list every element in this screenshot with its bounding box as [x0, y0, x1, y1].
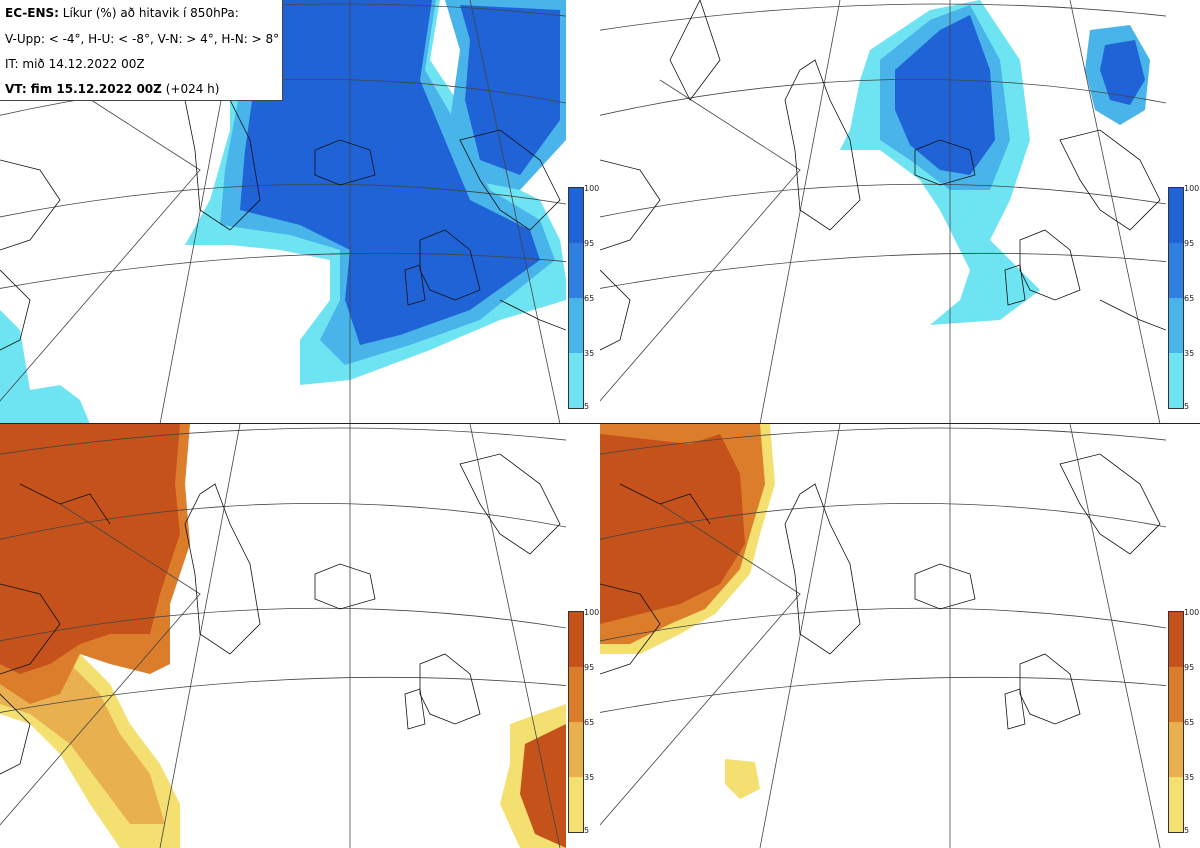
tick-label: 95 [584, 663, 595, 672]
map-panel-lower-right [600, 424, 1166, 848]
model-label: EC-ENS: [5, 6, 59, 20]
tick-label: 35 [584, 773, 595, 782]
tick-label: 65 [584, 294, 595, 303]
tick-label: 65 [1184, 294, 1195, 303]
panel-divider [0, 423, 1200, 424]
colorbar [1168, 611, 1184, 833]
prob-field-sw [0, 310, 90, 424]
colorbar-lower-left: 100 95 65 35 5 [568, 608, 604, 835]
colorbar [568, 611, 584, 833]
coastlines [600, 0, 1166, 351]
colorbar [568, 187, 584, 409]
title-label: Líkur (%) að hitavik í 850hPa: [62, 6, 239, 20]
colorbar [1168, 187, 1184, 409]
prob-field-high [895, 15, 995, 175]
tick-label: 5 [584, 402, 590, 411]
tick-label: 5 [1184, 402, 1190, 411]
tick-label: 5 [584, 826, 590, 835]
tick-label: 35 [584, 349, 595, 358]
map-lower-right [600, 424, 1166, 848]
initial-time-label: IT: mið 14.12.2022 00Z [5, 57, 145, 71]
lead-time-label: (+024 h) [165, 82, 220, 96]
prob-field-ne-high [1100, 40, 1145, 105]
tick-label: 35 [1184, 349, 1195, 358]
graticule [0, 424, 566, 848]
coastlines [0, 59, 566, 351]
tick-label: 95 [1184, 663, 1195, 672]
colorbar-lower-right: 100 95 65 35 5 [1168, 608, 1200, 835]
tick-label: 65 [1184, 718, 1195, 727]
prob-field-se-high [520, 724, 566, 848]
map-panel-upper-right [600, 0, 1166, 424]
tick-label: 35 [1184, 773, 1195, 782]
colorbar-upper-right: 100 95 65 35 5 [1168, 184, 1200, 411]
tick-label: 5 [1184, 826, 1190, 835]
prob-field-high [600, 434, 745, 624]
graticule [600, 424, 1166, 848]
prob-field-high [0, 424, 180, 674]
map-upper-right [600, 0, 1166, 424]
tick-label: 100 [1184, 608, 1200, 617]
tick-label: 65 [584, 718, 595, 727]
tick-label: 100 [584, 184, 600, 193]
tick-label: 95 [1184, 239, 1195, 248]
coastlines [0, 453, 561, 775]
valid-time-label: VT: fim 15.12.2022 00Z [5, 82, 162, 96]
thresholds-label: V-Upp: < -4°, H-U: < -8°, V-N: > 4°, H-N… [5, 32, 280, 46]
prob-field-patch [725, 759, 760, 799]
map-panel-lower-left [0, 424, 566, 848]
coastlines [600, 453, 1161, 730]
prob-field-high [230, 0, 540, 345]
colorbar-upper-left: 100 95 65 35 5 [568, 184, 604, 411]
map-lower-left [0, 424, 566, 848]
tick-label: 95 [584, 239, 595, 248]
tick-label: 100 [584, 608, 600, 617]
info-box: EC-ENS: Líkur (%) að hitavik í 850hPa: V… [0, 0, 283, 101]
map-panel-upper-left: EC-ENS: Líkur (%) að hitavik í 850hPa: V… [0, 0, 566, 424]
tick-label: 100 [1184, 184, 1200, 193]
prob-field-ne-high [460, 5, 560, 175]
graticule [600, 0, 1166, 424]
